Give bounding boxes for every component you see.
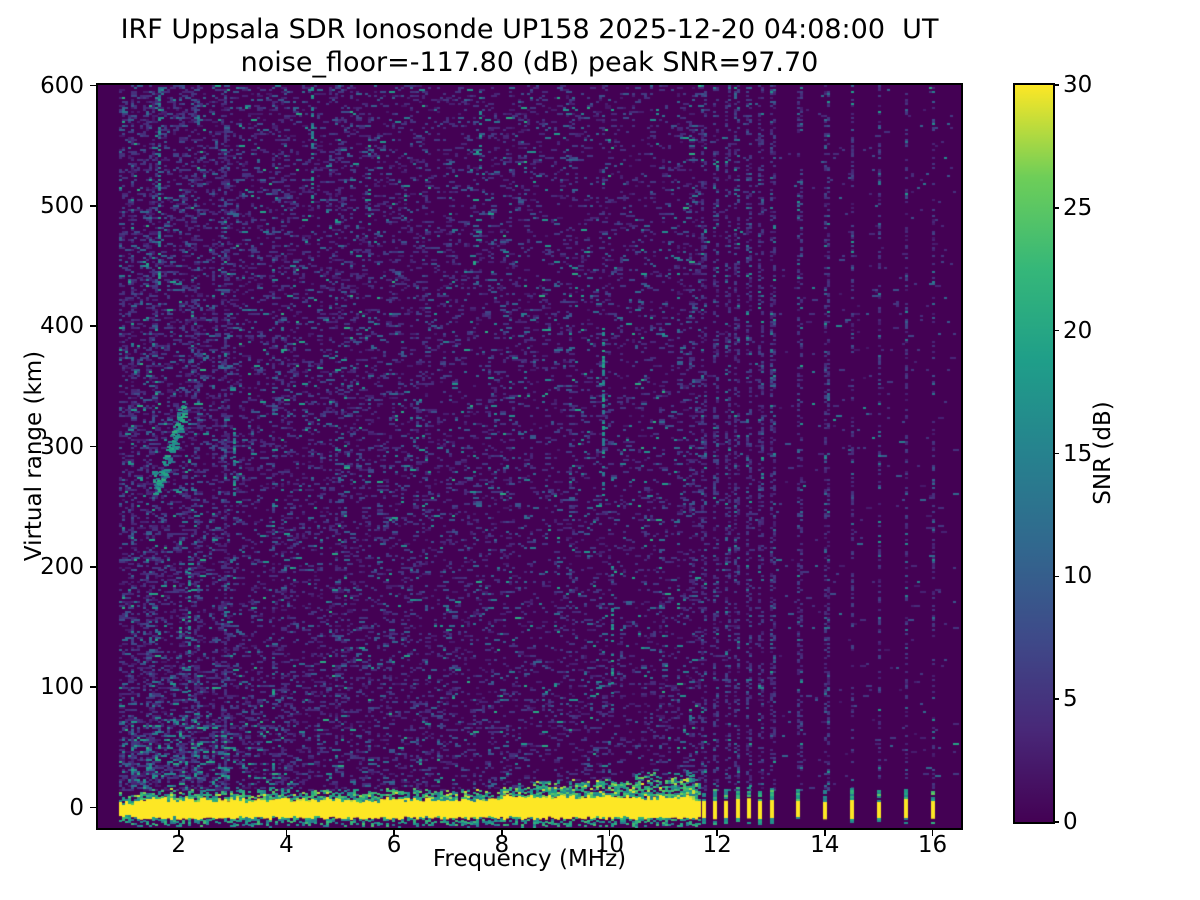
chart-title: IRF Uppsala SDR Ionosonde UP158 2025-12-… [120, 14, 939, 45]
colorbar-tick-mark [1053, 698, 1059, 700]
x-tick-mark [177, 828, 180, 836]
colorbar-tick-mark [1053, 821, 1059, 823]
x-tick-label: 10 [594, 832, 625, 858]
colorbar-tick-label: 15 [1063, 440, 1093, 467]
colorbar-label: SNR (dB) [1090, 401, 1116, 505]
colorbar-tick-mark [1053, 84, 1059, 86]
x-tick-label: 14 [810, 832, 840, 858]
x-tick-mark [931, 828, 934, 836]
y-tick-label: 200 [40, 553, 84, 580]
colorbar-tick-label: 10 [1063, 563, 1093, 590]
x-axis-label: Frequency (MHz) [432, 846, 627, 872]
x-tick-label: 6 [386, 832, 402, 858]
y-tick-mark [90, 445, 98, 448]
colorbar-gradient [1015, 85, 1053, 822]
colorbar-tick-mark [1053, 452, 1059, 455]
x-tick-label: 8 [494, 832, 510, 858]
x-tick-mark [393, 828, 395, 836]
x-tick-label: 2 [171, 832, 187, 858]
y-tick-mark [90, 566, 98, 568]
ionogram-heatmap [98, 85, 961, 828]
x-tick-mark [500, 828, 503, 836]
x-tick-mark [285, 828, 288, 836]
y-tick-label: 600 [40, 72, 84, 99]
colorbar-tick-mark [1053, 329, 1059, 332]
colorbar-tick-label: 5 [1063, 686, 1078, 713]
x-tick-mark [608, 828, 611, 836]
y-tick-label: 500 [40, 192, 84, 219]
y-tick-mark [90, 806, 98, 809]
y-tick-mark [90, 686, 98, 688]
colorbar-tick-label: 0 [1063, 809, 1078, 835]
colorbar-tick-mark [1053, 207, 1059, 209]
y-tick-label: 400 [40, 313, 84, 340]
colorbar-tick-label: 20 [1063, 317, 1093, 344]
x-tick-label: 12 [702, 832, 732, 858]
y-axis-label: Virtual range (km) [21, 350, 47, 562]
y-tick-label: 0 [69, 794, 84, 821]
x-tick-mark [823, 828, 826, 836]
colorbar-tick-mark [1053, 575, 1059, 578]
y-tick-label: 100 [40, 674, 84, 701]
x-tick-mark [716, 828, 718, 836]
colorbar-tick-label: 25 [1063, 194, 1093, 221]
x-tick-label: 16 [917, 832, 948, 858]
y-tick-mark [90, 84, 98, 87]
x-tick-label: 4 [279, 832, 294, 858]
colorbar-tick-label: 30 [1063, 72, 1093, 98]
y-tick-mark [90, 205, 98, 207]
chart-subtitle: noise_floor=-117.80 (dB) peak SNR=97.70 [240, 47, 819, 78]
y-tick-mark [90, 325, 98, 328]
y-tick-label: 300 [40, 433, 84, 460]
